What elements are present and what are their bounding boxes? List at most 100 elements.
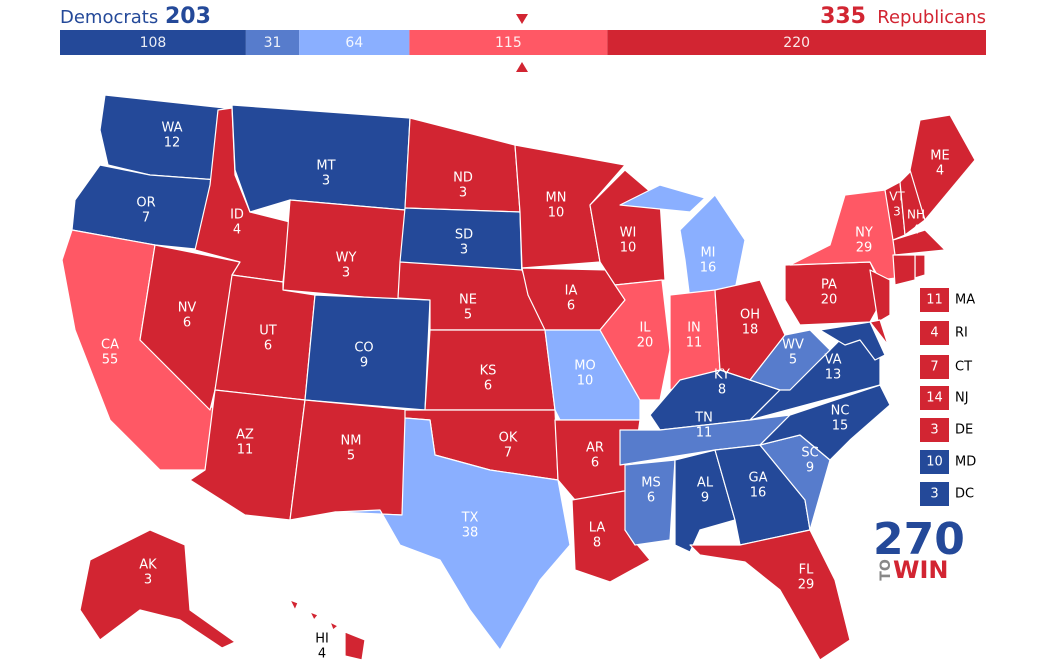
logo-win: WIN xyxy=(893,556,949,584)
state-ev: 15 xyxy=(832,419,849,434)
callout-abbr: NJ xyxy=(955,391,969,406)
state-abbr: ID xyxy=(230,208,244,223)
state-ev: 3 xyxy=(322,174,330,189)
state-ev: 6 xyxy=(484,379,492,394)
bar-segment-label: 108 xyxy=(140,35,167,51)
state-abbr: ME xyxy=(930,149,949,164)
state-abbr: MO xyxy=(574,359,595,374)
state-ev: 7 xyxy=(142,211,150,226)
state-abbr: TX xyxy=(461,511,479,526)
state-abbr: NV xyxy=(178,301,197,316)
state-ev: 20 xyxy=(637,336,654,351)
state-abbr: MN xyxy=(546,191,567,206)
state-abbr: AK xyxy=(139,558,157,573)
state-ev: 11 xyxy=(696,426,713,441)
state-shape xyxy=(759,384,891,461)
callout-box xyxy=(920,288,949,312)
map xyxy=(61,94,976,661)
rep-label: Republicans xyxy=(877,7,986,28)
state-shape xyxy=(289,599,299,611)
totals-bar: 108 31 64 115 220 xyxy=(60,30,986,55)
state-abbr: TN xyxy=(694,411,713,426)
state-abbr: ND xyxy=(453,171,473,186)
state-ev: 16 xyxy=(750,486,767,501)
state-shape xyxy=(749,329,831,391)
callout-ev: 3 xyxy=(930,423,938,438)
callout-ev: 11 xyxy=(926,293,943,308)
state-abbr: FL xyxy=(799,563,814,578)
state-ev: 9 xyxy=(360,356,368,371)
bar-segment xyxy=(409,30,608,55)
state-ev: 6 xyxy=(591,456,599,471)
state-abbr: IN xyxy=(687,321,701,336)
state-ev: 29 xyxy=(856,241,873,256)
state-ev: 11 xyxy=(686,336,703,351)
state-shape xyxy=(329,621,339,631)
state-abbr: OR xyxy=(136,196,155,211)
state-shape xyxy=(909,114,976,221)
callout-ev: 10 xyxy=(926,455,943,470)
state-ev: 8 xyxy=(593,536,601,551)
state-ev: 29 xyxy=(798,578,815,593)
state-abbr: CA xyxy=(101,338,119,353)
state-ev: 10 xyxy=(548,206,565,221)
bar-segment-label: 31 xyxy=(264,35,282,51)
state-ev: 4 xyxy=(912,223,920,237)
callout-ev: 4 xyxy=(930,326,938,341)
state-ev: 3 xyxy=(460,243,468,258)
state-ev: 7 xyxy=(504,446,512,461)
state-abbr: UT xyxy=(259,324,277,339)
state-abbr: WV xyxy=(782,338,804,353)
state-abbr: VA xyxy=(825,353,842,368)
callout-box xyxy=(920,418,949,442)
state-ev: 8 xyxy=(718,383,726,398)
bar-segment xyxy=(299,30,410,55)
state-abbr: NC xyxy=(831,404,850,419)
callout-ev: 14 xyxy=(926,391,943,406)
state-abbr: AL xyxy=(697,476,714,491)
state-abbr: NH xyxy=(907,208,925,222)
state-abbr: KS xyxy=(480,364,497,379)
state-ev: 4 xyxy=(936,164,944,179)
callout-abbr: DC xyxy=(955,487,974,502)
state-ev: 9 xyxy=(701,491,709,506)
state-ev: 13 xyxy=(825,368,842,383)
state-shape xyxy=(334,417,571,651)
state-abbr: WY xyxy=(336,251,357,266)
state-shape xyxy=(309,611,319,621)
state-abbr: VT xyxy=(889,190,905,204)
state-shape xyxy=(689,529,851,661)
state-abbr: CO xyxy=(354,341,373,356)
state-shape xyxy=(344,631,366,661)
state-ev: 6 xyxy=(567,299,575,314)
callout-abbr: MA xyxy=(955,293,975,308)
state-ev: 9 xyxy=(806,461,814,476)
state-abbr: IA xyxy=(565,284,578,299)
state-abbr: OK xyxy=(499,431,518,446)
state-ev: 6 xyxy=(183,316,191,331)
state-ev: 16 xyxy=(700,261,717,276)
state-ev: 3 xyxy=(144,573,152,588)
callout-abbr: MD xyxy=(955,455,976,470)
state-abbr: NY xyxy=(855,226,873,241)
state-ev: 20 xyxy=(821,293,838,308)
state-abbr: GA xyxy=(749,471,768,486)
state-shape xyxy=(619,184,706,213)
callout-box xyxy=(920,355,949,379)
callout-box xyxy=(920,321,949,345)
state-ev: 5 xyxy=(347,449,355,464)
bar-segment-label: 115 xyxy=(495,35,522,51)
state-abbr: LA xyxy=(589,521,606,536)
state-abbr: MT xyxy=(316,159,335,174)
dem-total: 203 xyxy=(165,4,211,29)
state-shape xyxy=(99,94,226,181)
midpoint-marker xyxy=(516,62,528,72)
state-shape xyxy=(869,269,891,323)
state-ev: 5 xyxy=(464,308,472,323)
state-shape xyxy=(79,529,236,649)
state-shape xyxy=(819,321,886,361)
bar-segment-label: 220 xyxy=(783,35,810,51)
state-abbr: PA xyxy=(821,278,837,293)
state-ev: 6 xyxy=(264,339,272,354)
